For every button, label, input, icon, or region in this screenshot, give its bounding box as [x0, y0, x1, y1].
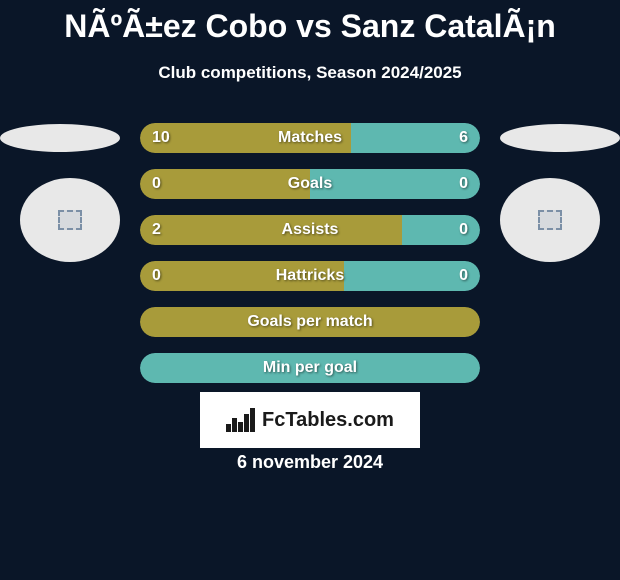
placeholder-icon [538, 210, 562, 230]
stat-label: Goals per match [140, 313, 480, 331]
subtitle: Club competitions, Season 2024/2025 [0, 63, 620, 83]
page-title: NÃºÃ±ez Cobo vs Sanz CatalÃ¡n [0, 8, 620, 45]
logo-box: FcTables.com [200, 392, 420, 448]
header: NÃºÃ±ez Cobo vs Sanz CatalÃ¡n Club compe… [0, 0, 620, 83]
stat-label: Goals [140, 175, 480, 193]
stat-bar: Min per goal [140, 353, 480, 383]
placeholder-icon [58, 210, 82, 230]
stat-label: Min per goal [140, 359, 480, 377]
left-team-circle [20, 178, 120, 262]
right-team-circle [500, 178, 600, 262]
logo-chart-icon [226, 408, 254, 432]
stat-bar: 00Goals [140, 169, 480, 199]
stat-bar: 00Hattricks [140, 261, 480, 291]
logo-text: FcTables.com [262, 409, 394, 432]
stat-bar: Goals per match [140, 307, 480, 337]
stat-label: Assists [140, 221, 480, 239]
right-team-oval [500, 124, 620, 152]
stats-container: 106Matches 00Goals 20Assists 00Hattricks Goa… [140, 123, 480, 399]
stat-bar: 20Assists [140, 215, 480, 245]
left-team-oval [0, 124, 120, 152]
stat-label: Hattricks [140, 267, 480, 285]
stat-label: Matches [140, 129, 480, 147]
stat-bar: 106Matches [140, 123, 480, 153]
date-text: 6 november 2024 [0, 452, 620, 473]
